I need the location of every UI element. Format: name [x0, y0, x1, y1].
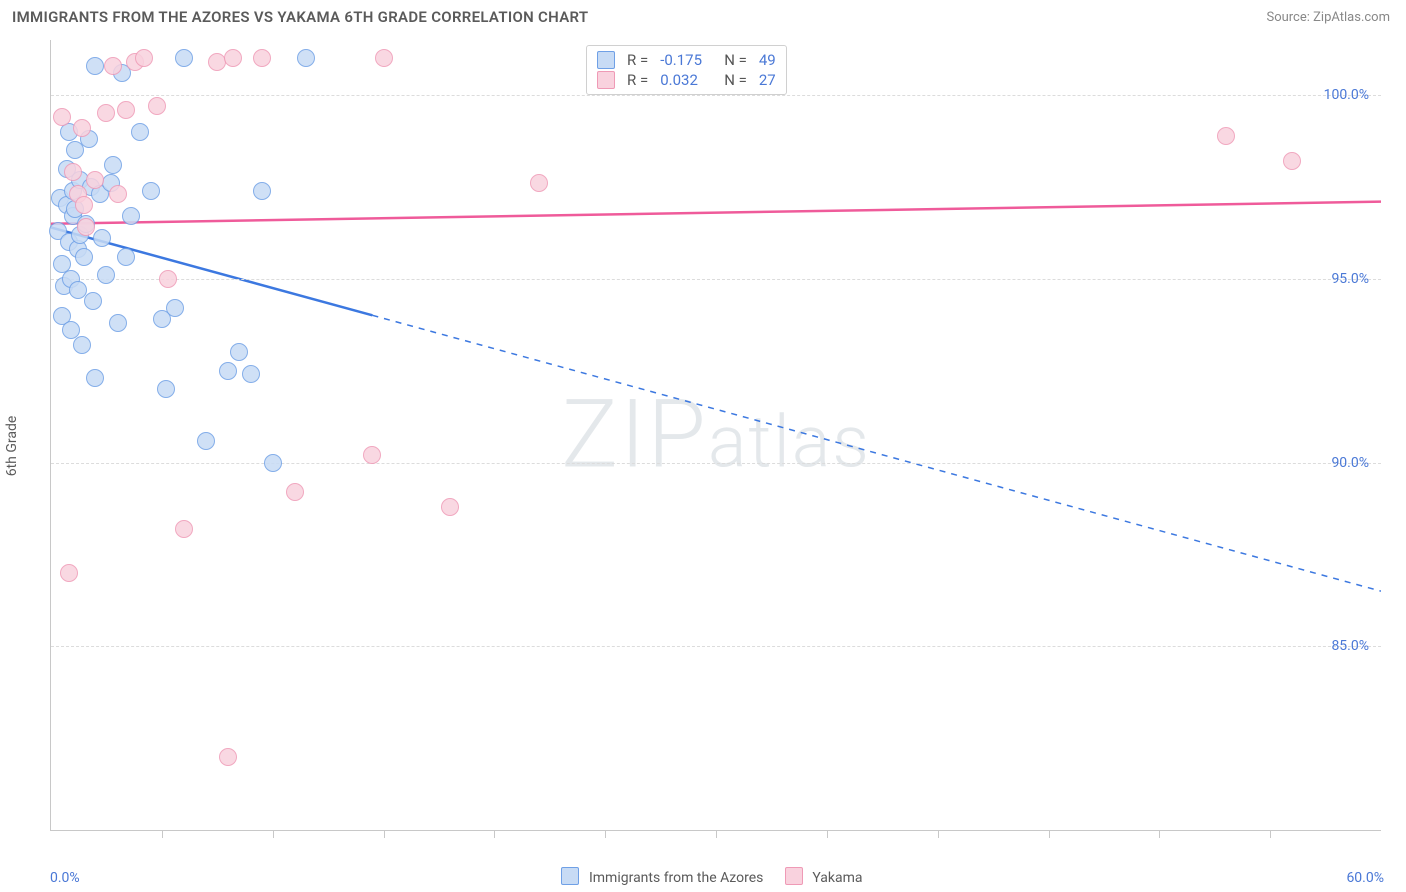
- source-label: Source: ZipAtlas.com: [1266, 10, 1390, 25]
- x-tick: [1049, 830, 1050, 838]
- data-point-azores: [131, 123, 149, 141]
- x-tick: [1159, 830, 1160, 838]
- data-point-azores: [157, 380, 175, 398]
- legend-swatch-azores: [597, 51, 615, 69]
- data-point-azores: [86, 57, 104, 75]
- chart-title: IMMIGRANTS FROM THE AZORES VS YAKAMA 6TH…: [12, 8, 588, 26]
- x-tick: [1270, 830, 1271, 838]
- x-tick: [716, 830, 717, 838]
- data-point-yakama: [375, 49, 393, 67]
- x-tick: [605, 830, 606, 838]
- data-point-azores: [175, 49, 193, 67]
- trend-line-dashed-azores: [372, 315, 1381, 591]
- gridline-h: [51, 646, 1381, 647]
- data-point-yakama: [441, 498, 459, 516]
- data-point-yakama: [286, 483, 304, 501]
- data-point-azores: [75, 248, 93, 266]
- data-point-yakama: [175, 520, 193, 538]
- y-tick-label: 90.0%: [1331, 455, 1369, 471]
- data-point-azores: [297, 49, 315, 67]
- data-point-azores: [264, 454, 282, 472]
- data-point-yakama: [219, 748, 237, 766]
- trend-lines-layer: [51, 40, 1381, 830]
- data-point-yakama: [60, 564, 78, 582]
- data-point-yakama: [75, 196, 93, 214]
- y-tick-label: 100.0%: [1324, 87, 1369, 103]
- data-point-yakama: [77, 218, 95, 236]
- legend-n-label: N =: [724, 51, 747, 69]
- data-point-yakama: [104, 57, 122, 75]
- legend-swatch-yakama: [597, 71, 615, 89]
- legend-row-azores: R = -0.175 N = 49: [597, 50, 776, 70]
- data-point-azores: [197, 432, 215, 450]
- data-point-azores: [166, 299, 184, 317]
- x-tick: [384, 830, 385, 838]
- trend-line-yakama: [51, 202, 1381, 224]
- data-point-yakama: [64, 163, 82, 181]
- data-point-azores: [86, 369, 104, 387]
- data-point-azores: [69, 281, 87, 299]
- data-point-yakama: [1217, 127, 1235, 145]
- data-point-yakama: [363, 446, 381, 464]
- data-point-azores: [73, 336, 91, 354]
- y-tick-label: 85.0%: [1331, 638, 1369, 654]
- legend-r-label: R =: [627, 51, 648, 69]
- data-point-yakama: [109, 185, 127, 203]
- data-point-azores: [93, 229, 111, 247]
- legend-swatch-azores: [561, 867, 579, 885]
- data-point-yakama: [253, 49, 271, 67]
- gridline-h: [51, 279, 1381, 280]
- data-point-azores: [109, 314, 127, 332]
- legend-r-label: R =: [627, 71, 648, 89]
- data-point-azores: [84, 292, 102, 310]
- watermark: ZIPatlas: [561, 380, 871, 491]
- x-tick: [273, 830, 274, 838]
- gridline-h: [51, 463, 1381, 464]
- data-point-azores: [230, 343, 248, 361]
- legend-n-value: 27: [759, 71, 776, 89]
- legend-row-yakama: R = 0.032 N = 27: [597, 70, 776, 90]
- legend-label-azores: Immigrants from the Azores: [589, 870, 763, 886]
- data-point-yakama: [73, 119, 91, 137]
- legend-label-yakama: Yakama: [812, 870, 862, 886]
- x-tick: [162, 830, 163, 838]
- series-legend: Immigrants from the Azores Yakama: [0, 867, 1406, 886]
- data-point-azores: [142, 182, 160, 200]
- data-point-yakama: [530, 174, 548, 192]
- data-point-azores: [97, 266, 115, 284]
- data-point-yakama: [135, 49, 153, 67]
- data-point-azores: [242, 365, 260, 383]
- data-point-yakama: [97, 104, 115, 122]
- x-tick: [827, 830, 828, 838]
- gridline-h: [51, 95, 1381, 96]
- data-point-azores: [122, 207, 140, 225]
- y-axis-label: 6th Grade: [4, 416, 20, 477]
- legend-n-value: 49: [759, 51, 776, 69]
- data-point-yakama: [1283, 152, 1301, 170]
- correlation-legend: R = -0.175 N = 49 R = 0.032 N = 27: [586, 45, 787, 95]
- data-point-azores: [219, 362, 237, 380]
- data-point-yakama: [159, 270, 177, 288]
- data-point-yakama: [86, 171, 104, 189]
- legend-swatch-yakama: [785, 867, 803, 885]
- plot-area: ZIPatlas R = -0.175 N = 49 R = 0.032 N =…: [50, 40, 1381, 831]
- x-tick: [938, 830, 939, 838]
- data-point-azores: [104, 156, 122, 174]
- data-point-yakama: [224, 49, 242, 67]
- data-point-yakama: [117, 101, 135, 119]
- legend-r-value: 0.032: [660, 71, 712, 89]
- legend-r-value: -0.175: [660, 51, 712, 69]
- data-point-yakama: [53, 108, 71, 126]
- data-point-azores: [253, 182, 271, 200]
- x-tick: [494, 830, 495, 838]
- data-point-yakama: [148, 97, 166, 115]
- legend-n-label: N =: [724, 71, 747, 89]
- data-point-azores: [117, 248, 135, 266]
- y-tick-label: 95.0%: [1331, 271, 1369, 287]
